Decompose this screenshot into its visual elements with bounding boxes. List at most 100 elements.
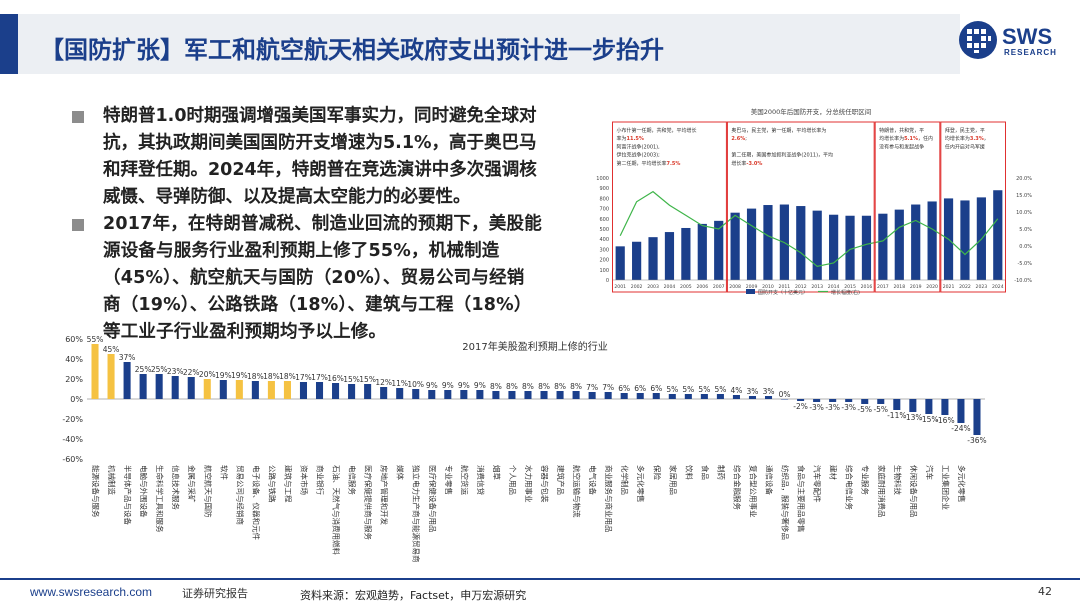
category-label: 建筑产品 bbox=[556, 465, 566, 495]
category-label: 金属与采矿 bbox=[187, 465, 197, 503]
chart-title: 2017年美股盈利预期上修的行业 bbox=[462, 340, 607, 353]
revision-bar bbox=[139, 374, 147, 399]
x-tick-label: 2013 bbox=[811, 284, 823, 290]
revision-bar bbox=[684, 394, 692, 399]
header-background bbox=[0, 14, 960, 74]
chart-title: 美国2000年后国防开支，分总统任职区间 bbox=[751, 107, 872, 116]
bar-value-label: -5% bbox=[857, 405, 872, 414]
term-annotation: 2.6%; bbox=[731, 136, 747, 142]
left-tick-label: 400 bbox=[599, 237, 609, 243]
term-annotation: 小布什第一任期，共和党，平均增长 bbox=[617, 127, 697, 134]
footer-website-link[interactable]: www.swsresearch.com bbox=[30, 585, 153, 599]
category-label: 软件 bbox=[219, 465, 229, 480]
bar-value-label: 9% bbox=[474, 381, 486, 390]
bar-value-label: 8% bbox=[570, 382, 582, 391]
y-tick-label: 20% bbox=[65, 375, 83, 384]
bar-value-label: -3% bbox=[825, 403, 840, 412]
page-title: 【国防扩张】军工和航空航天相关政府支出预计进一步抬升 bbox=[40, 36, 664, 64]
revision-bar bbox=[941, 399, 949, 415]
revision-bar bbox=[91, 344, 99, 399]
bar-value-label: 7% bbox=[602, 383, 614, 392]
category-label: 水力用事业 bbox=[524, 465, 534, 503]
growth-line bbox=[619, 190, 999, 268]
revision-bar bbox=[348, 384, 356, 399]
bullet-line: 特朗普1.0时期强调增强美国军事实力，同时避免全球对 bbox=[103, 106, 537, 126]
spending-bar bbox=[730, 212, 740, 280]
bullet-line: 抗，其执政期间美国国防开支增速为5.1%，高于奥巴马 bbox=[103, 133, 537, 153]
revision-bar bbox=[187, 377, 195, 399]
category-label: 食品与主要用品零售 bbox=[797, 465, 807, 533]
category-label: 石油、天然气与消费用燃料 bbox=[332, 465, 342, 555]
revision-bar bbox=[476, 390, 484, 399]
left-tick-label: 800 bbox=[599, 196, 609, 202]
bullet-paragraph-2: 2017年，在特朗普减税、制造业回流的预期下，美股能 源设备与服务行业盈利预期上… bbox=[103, 211, 583, 346]
spending-bar bbox=[845, 215, 855, 280]
revision-bar bbox=[813, 399, 821, 402]
spending-bar bbox=[681, 227, 691, 280]
bar-value-label: 45% bbox=[103, 345, 120, 354]
left-tick-label: 200 bbox=[599, 258, 609, 264]
revision-bar bbox=[604, 392, 612, 399]
spending-bar bbox=[993, 190, 1003, 280]
revision-bar bbox=[460, 390, 468, 399]
right-tick-label: -5.0% bbox=[1017, 261, 1032, 267]
bar-value-label: 19% bbox=[231, 371, 248, 380]
left-tick-label: 500 bbox=[599, 227, 609, 233]
category-label: 多元化零售 bbox=[636, 465, 646, 503]
revision-bar bbox=[219, 380, 227, 399]
x-tick-label: 2010 bbox=[762, 284, 774, 290]
category-label: 专业服务 bbox=[861, 465, 871, 495]
x-tick-label: 2001 bbox=[614, 284, 626, 290]
company-logo: SWS RESEARCH bbox=[958, 20, 1068, 64]
category-label: 资本市场 bbox=[299, 465, 309, 495]
bullet-line: 和拜登任期。2024年，特朗普在竞选演讲中多次强调核 bbox=[103, 160, 537, 180]
x-tick-label: 2020 bbox=[926, 284, 938, 290]
bar-value-label: 8% bbox=[490, 382, 502, 391]
spending-bar bbox=[664, 232, 675, 280]
revision-bar bbox=[283, 381, 291, 399]
revision-bar bbox=[909, 399, 917, 412]
left-tick-label: 300 bbox=[599, 247, 609, 253]
revision-bar bbox=[748, 396, 757, 399]
category-label: 保险 bbox=[652, 465, 662, 480]
y-tick-label: -20% bbox=[62, 415, 83, 424]
defense-spending-chart: 美国2000年后国防开支，分总统任职区间10009008007006005004… bbox=[596, 107, 1032, 296]
bar-value-label: 19% bbox=[215, 371, 232, 380]
category-label: 专业零售 bbox=[444, 465, 454, 495]
category-label: 生物科技 bbox=[893, 465, 903, 495]
bar-value-label: 9% bbox=[458, 381, 470, 390]
category-label: 半导体产品与设备 bbox=[123, 465, 133, 525]
category-label: 电信服务 bbox=[348, 465, 358, 495]
spending-bar bbox=[812, 210, 822, 280]
bar-value-label: 0% bbox=[779, 390, 791, 399]
left-tick-label: 900 bbox=[599, 186, 609, 192]
spending-bar bbox=[632, 241, 642, 280]
bullet-line: 等工业子行业盈利预期均予以上修。 bbox=[103, 322, 387, 342]
revision-bar bbox=[251, 381, 259, 399]
revision-bar bbox=[203, 379, 211, 399]
spending-bar bbox=[763, 205, 773, 280]
x-tick-label: 2008 bbox=[729, 284, 741, 290]
revision-bar bbox=[877, 399, 885, 404]
term-annotation: 阿富汗战争(2001), bbox=[617, 143, 661, 150]
term-annotation: 第二任期，美国参加叙利亚战争(2011)，平均 bbox=[731, 152, 833, 159]
y-tick-label: 60% bbox=[65, 335, 83, 344]
bar-value-label: 7% bbox=[586, 383, 598, 392]
category-label: 航空运输与物流 bbox=[572, 465, 582, 518]
bar-value-label: 17% bbox=[311, 373, 328, 382]
page-number: 42 bbox=[1038, 585, 1052, 598]
revision-bar bbox=[668, 394, 676, 399]
right-tick-label: 10.0% bbox=[1016, 210, 1032, 216]
spending-bar bbox=[615, 246, 625, 280]
category-label: 容器与包装 bbox=[540, 465, 550, 503]
spending-bar bbox=[697, 223, 707, 280]
spending-bar bbox=[960, 200, 970, 280]
footer-report-label: 证券研究报告 bbox=[182, 587, 248, 600]
revision-bar bbox=[620, 393, 628, 399]
category-label: 媒体 bbox=[396, 465, 406, 480]
bar-value-label: 8% bbox=[554, 382, 566, 391]
bar-value-label: 6% bbox=[618, 384, 630, 393]
category-label: 烟草 bbox=[492, 465, 502, 480]
revision-bar bbox=[171, 376, 179, 399]
bullet-paragraph-1: 特朗普1.0时期强调增强美国军事实力，同时避免全球对 抗，其执政期间美国国防开支… bbox=[103, 103, 583, 211]
